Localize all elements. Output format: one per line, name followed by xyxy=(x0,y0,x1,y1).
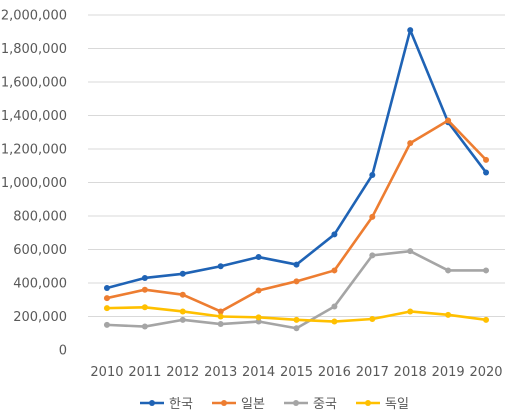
y-tick-label: 600,000 xyxy=(13,243,67,258)
data-point xyxy=(293,316,300,323)
x-tick-label: 2020 xyxy=(469,365,502,380)
data-point xyxy=(141,274,148,281)
data-point xyxy=(217,263,224,270)
data-point xyxy=(331,303,338,310)
data-point xyxy=(103,305,110,312)
data-point xyxy=(103,295,110,302)
data-point xyxy=(407,140,414,147)
series-4 xyxy=(103,304,490,325)
legend-label: 일본 xyxy=(241,397,265,412)
legend-marker xyxy=(293,400,299,406)
data-point xyxy=(331,318,338,325)
legend-label: 독일 xyxy=(385,397,409,412)
x-tick-label: 2010 xyxy=(90,365,123,380)
data-point xyxy=(255,318,262,325)
data-point xyxy=(407,248,414,255)
data-point xyxy=(141,286,148,293)
legend-marker xyxy=(149,400,155,406)
data-point xyxy=(293,278,300,285)
data-point xyxy=(141,323,148,330)
data-point xyxy=(483,169,490,176)
data-point xyxy=(217,308,224,315)
x-tick-label: 2016 xyxy=(318,365,351,380)
x-tick-label: 2013 xyxy=(204,365,237,380)
data-point xyxy=(369,252,376,259)
y-tick-label: 400,000 xyxy=(13,277,67,292)
data-point xyxy=(407,308,414,315)
data-point xyxy=(255,254,262,261)
x-tick-label: 2019 xyxy=(432,365,465,380)
x-tick-label: 2012 xyxy=(166,365,199,380)
data-point xyxy=(445,117,452,124)
gridlines xyxy=(88,14,505,317)
y-tick-label: 0 xyxy=(59,344,67,359)
y-tick-label: 800,000 xyxy=(13,210,67,225)
x-tick-label: 2018 xyxy=(394,365,427,380)
data-point xyxy=(369,171,376,178)
y-tick-label: 200,000 xyxy=(13,310,67,325)
data-point xyxy=(103,321,110,328)
data-point xyxy=(331,267,338,274)
x-tick-label: 2015 xyxy=(280,365,313,380)
data-point xyxy=(255,287,262,294)
series-1 xyxy=(103,27,490,292)
data-point xyxy=(141,304,148,311)
data-point xyxy=(293,325,300,332)
series-2 xyxy=(103,117,490,315)
data-point xyxy=(179,308,186,315)
x-tick-label: 2011 xyxy=(128,365,161,380)
data-point xyxy=(483,316,490,323)
data-point xyxy=(331,231,338,238)
data-point xyxy=(407,27,414,34)
y-tick-label: 2,000,000 xyxy=(1,9,67,24)
data-point xyxy=(179,270,186,277)
legend-marker xyxy=(221,400,227,406)
x-axis-ticks: 2010 2011 2012 2013 2014 2015 2016 2017 2018 2019… xyxy=(90,365,502,380)
x-tick-label: 2017 xyxy=(356,365,389,380)
data-point xyxy=(179,291,186,298)
legend-label: 중국 xyxy=(313,397,337,412)
legend-item: 일본 xyxy=(212,397,265,412)
legend-marker xyxy=(365,400,371,406)
legend-label: 한국 xyxy=(169,397,193,412)
data-point xyxy=(293,261,300,268)
y-tick-label: 1,600,000 xyxy=(1,76,67,91)
data-point xyxy=(483,156,490,163)
data-point xyxy=(217,321,224,328)
data-point xyxy=(179,316,186,323)
legend-item: 한국 xyxy=(140,397,193,412)
y-tick-label: 1,800,000 xyxy=(1,42,67,57)
x-tick-label: 2014 xyxy=(242,365,275,380)
series-3 xyxy=(103,248,490,332)
data-point xyxy=(255,314,262,321)
legend-item: 중국 xyxy=(284,397,337,412)
data-point xyxy=(217,313,224,320)
series-lines xyxy=(103,27,490,332)
legend-item: 독일 xyxy=(356,397,409,412)
data-point xyxy=(369,316,376,323)
y-tick-label: 1,000,000 xyxy=(1,176,67,191)
y-axis-ticks: 0 200,000 400,000 600,000 800,000 1,000,000 1,… xyxy=(1,9,67,359)
data-point xyxy=(103,285,110,292)
data-point xyxy=(369,213,376,220)
data-point xyxy=(445,267,452,274)
data-point xyxy=(445,311,452,318)
data-point xyxy=(483,267,490,274)
legend: 한국 일본 중국 독일 xyxy=(140,397,409,412)
y-tick-label: 1,200,000 xyxy=(1,143,67,158)
y-tick-label: 1,400,000 xyxy=(1,109,67,124)
